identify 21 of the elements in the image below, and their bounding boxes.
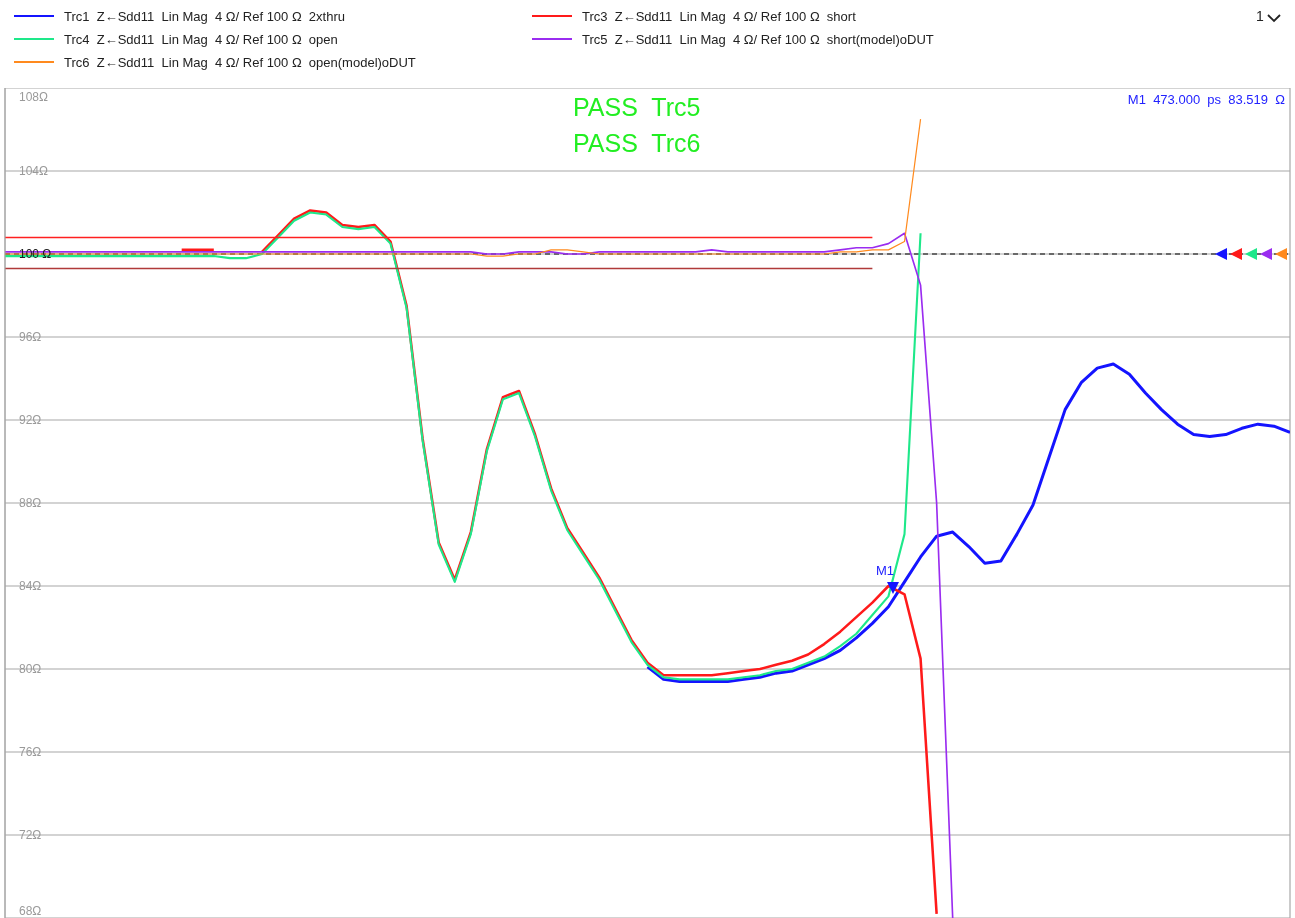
y-tick-label: 68Ω bbox=[19, 904, 42, 918]
y-tick-label: 72Ω bbox=[19, 828, 42, 842]
annotation: M1 473.000 ps 83.519 Ω bbox=[1127, 92, 1285, 108]
y-tick-label: 108Ω bbox=[19, 90, 49, 104]
legend-label: Trc5 Z←Sdd11 Lin Mag 4 Ω/ Ref 100 Ω short(model)oDUT bbox=[582, 31, 934, 47]
text: 1 bbox=[1256, 8, 1264, 25]
y-tick-label: 104Ω bbox=[19, 164, 49, 178]
y-tick-label: 100 Ω bbox=[19, 247, 52, 261]
y-tick-label: 96Ω bbox=[19, 330, 42, 344]
legend-label: Trc3 Z←Sdd11 Lin Mag 4 Ω/ Ref 100 Ω short bbox=[582, 8, 856, 24]
annotation: M1 bbox=[876, 563, 895, 579]
legend-label: Trc4 Z←Sdd11 Lin Mag 4 Ω/ Ref 100 Ω open bbox=[64, 31, 338, 47]
y-tick-label: 80Ω bbox=[19, 662, 42, 676]
legend-label: Trc1 Z←Sdd11 Lin Mag 4 Ω/ Ref 100 Ω 2xthru bbox=[64, 8, 346, 24]
annotation: PASS Trc6 bbox=[573, 128, 701, 158]
y-tick-label: 76Ω bbox=[19, 745, 42, 759]
y-tick-label: 84Ω bbox=[19, 579, 42, 593]
legend-label: Trc6 Z←Sdd11 Lin Mag 4 Ω/ Ref 100 Ω open(model)oDUT bbox=[64, 54, 416, 70]
y-tick-label: 92Ω bbox=[19, 413, 42, 427]
y-tick-label: 88Ω bbox=[19, 496, 42, 510]
annotation: PASS Trc5 bbox=[573, 92, 701, 122]
